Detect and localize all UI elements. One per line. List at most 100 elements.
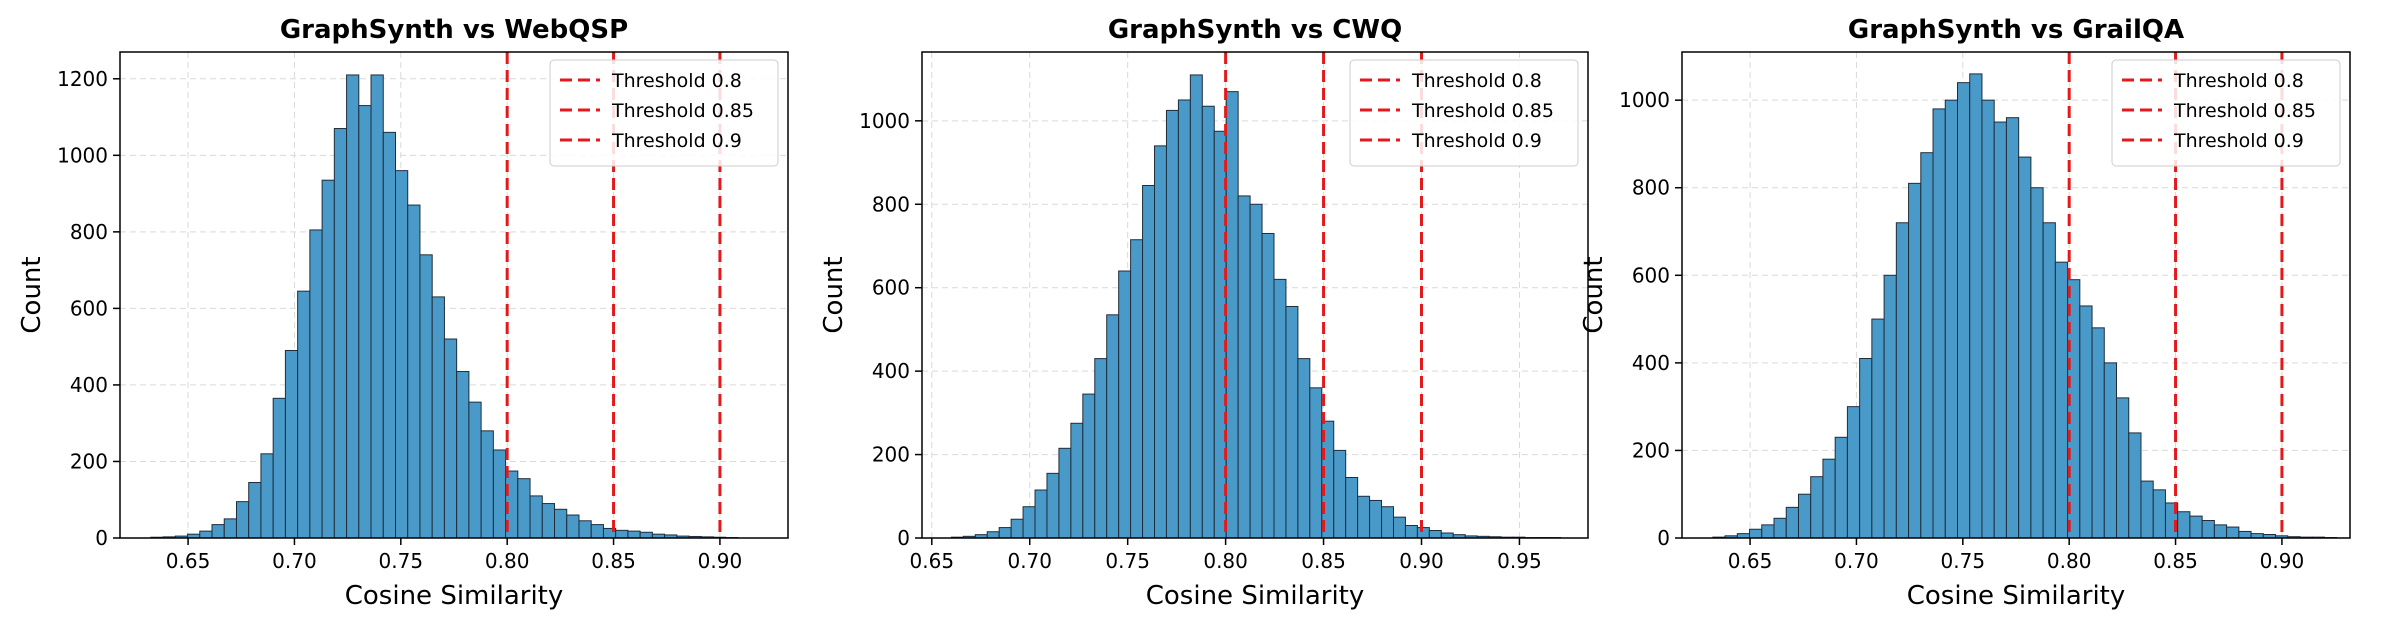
y-tick-label: 400: [872, 359, 910, 383]
histogram-bar: [2018, 156, 2032, 539]
x-tick-label: 0.90: [2260, 549, 2305, 573]
y-ticks: 0 200 400 600 800 1000: [1619, 88, 1682, 550]
legend-label: Threshold 0.8: [2173, 70, 2304, 92]
histogram-bar: [321, 179, 335, 539]
histogram-bar: [1981, 99, 1995, 539]
histogram-bar: [1285, 305, 1299, 539]
x-tick-label: 0.80: [1203, 549, 1248, 573]
histogram-bar: [1920, 152, 1934, 539]
histogram-bar: [1846, 406, 1861, 539]
y-tick-label: 1000: [57, 143, 108, 167]
legend-label: Threshold 0.8: [611, 70, 742, 92]
histogram-bar: [1859, 357, 1873, 539]
histogram-bar: [1154, 145, 1167, 539]
histogram-bar: [394, 170, 409, 539]
x-tick-label: 0.75: [1941, 549, 1986, 573]
y-tick-label: 800: [70, 220, 108, 244]
histogram-bar: [382, 131, 396, 539]
histogram-bar: [419, 254, 433, 539]
histogram-bar: [1871, 318, 1885, 539]
plot-frame: [119, 51, 789, 539]
histogram-bar: [2152, 489, 2166, 539]
y-tick-label: 400: [70, 373, 108, 397]
y-axis-label: Count: [17, 256, 47, 333]
y-ticks: 0 200 400 600 800 1000: [859, 109, 922, 550]
histogram-bar: [1130, 239, 1144, 539]
histogram-bar: [1797, 493, 1812, 539]
y-tick-label: 0: [897, 526, 910, 550]
y-tick-label: 200: [1632, 438, 1670, 462]
histogram-bar: [639, 531, 653, 539]
histogram-bar: [1428, 529, 1442, 539]
histogram-bar: [1785, 506, 1799, 539]
legend-label: Threshold 0.85: [611, 100, 754, 122]
legend-box: [2111, 59, 2341, 167]
y-tick-label: 400: [1632, 351, 1670, 375]
x-axis-label: Cosine Similarity: [345, 581, 564, 611]
histogram-bar: [554, 508, 568, 539]
histogram-bar: [370, 74, 384, 539]
histogram-bar: [1249, 203, 1263, 539]
histogram-bar: [1834, 436, 1848, 539]
histogram-bar: [297, 290, 311, 539]
x-axis-label: Cosine Similarity: [1907, 581, 2126, 611]
histogram-bar: [1118, 270, 1132, 539]
plot-frame: [1681, 51, 2351, 539]
x-tick-label: 0.65: [910, 549, 955, 573]
histogram-bar: [1908, 182, 1922, 539]
y-tick-label: 800: [872, 192, 910, 216]
histogram-bar: [2030, 187, 2044, 539]
histogram-bar: [1201, 105, 1215, 539]
histogram-bar: [1034, 489, 1048, 539]
y-tick-label: 600: [70, 296, 108, 320]
y-tick-label: 1000: [1619, 88, 1670, 112]
x-tick-label: 0.75: [379, 549, 424, 573]
histogram-bar: [1189, 74, 1203, 539]
plot-frame: [921, 51, 1589, 539]
x-tick-label: 0.85: [2153, 549, 2198, 573]
histogram-bar: [1165, 109, 1179, 539]
x-tick-label: 0.75: [1105, 549, 1150, 573]
legend-box: [549, 59, 779, 167]
histogram-bar: [2067, 279, 2081, 539]
y-tick-label: 200: [872, 443, 910, 467]
y-tick-label: 1200: [57, 67, 108, 91]
histogram-bar: [443, 338, 458, 539]
histogram-bar: [1993, 121, 2007, 539]
histogram-bar: [1392, 516, 1406, 539]
chart-title: GraphSynth vs GrailQA: [1848, 15, 2184, 45]
x-tick-label: 0.95: [1497, 549, 1542, 573]
x-tick-label: 0.85: [591, 549, 636, 573]
x-axis-label: Cosine Similarity: [1146, 581, 1365, 611]
histogram-bar: [529, 495, 543, 539]
histogram-bar: [1333, 449, 1347, 539]
histogram-bar: [2005, 117, 2020, 539]
histogram-bar: [566, 514, 580, 539]
histogram-bar: [1177, 99, 1191, 539]
histogram-bar: [615, 529, 629, 539]
histogram-bar: [2189, 515, 2203, 539]
histogram-bar: [1106, 314, 1120, 539]
histogram-bar: [1440, 532, 1454, 539]
histogram-bar: [1046, 472, 1060, 539]
histogram-bar: [2238, 530, 2252, 539]
histogram-bar: [2128, 432, 2142, 539]
histogram-bar: [1773, 517, 1787, 539]
histogram-bar: [1082, 393, 1096, 539]
histogram-bar: [1944, 99, 1958, 539]
legend: Threshold 0.8 Threshold 0.85 Threshold 0.9: [2111, 59, 2341, 167]
histogram-bar: [1309, 387, 1323, 539]
histogram-bar: [284, 349, 299, 539]
y-tick-label: 800: [1632, 176, 1670, 200]
histogram-bar: [358, 105, 372, 539]
histogram-bar: [2116, 397, 2130, 539]
panel-grailqa: 0.65 0.70 0.75 0.80 0.85 0.90 0 200 400 600 800 100…: [1579, 15, 2351, 611]
x-tick-label: 0.80: [485, 549, 530, 573]
x-tick-label: 0.70: [1007, 549, 1052, 573]
histogram-bar: [517, 478, 531, 539]
histogram-bar: [2054, 261, 2069, 539]
histogram-bar: [1404, 524, 1418, 539]
histogram-bar: [1810, 476, 1824, 539]
histogram-bar: [211, 524, 225, 539]
x-tick-label: 0.70: [1834, 549, 1879, 573]
